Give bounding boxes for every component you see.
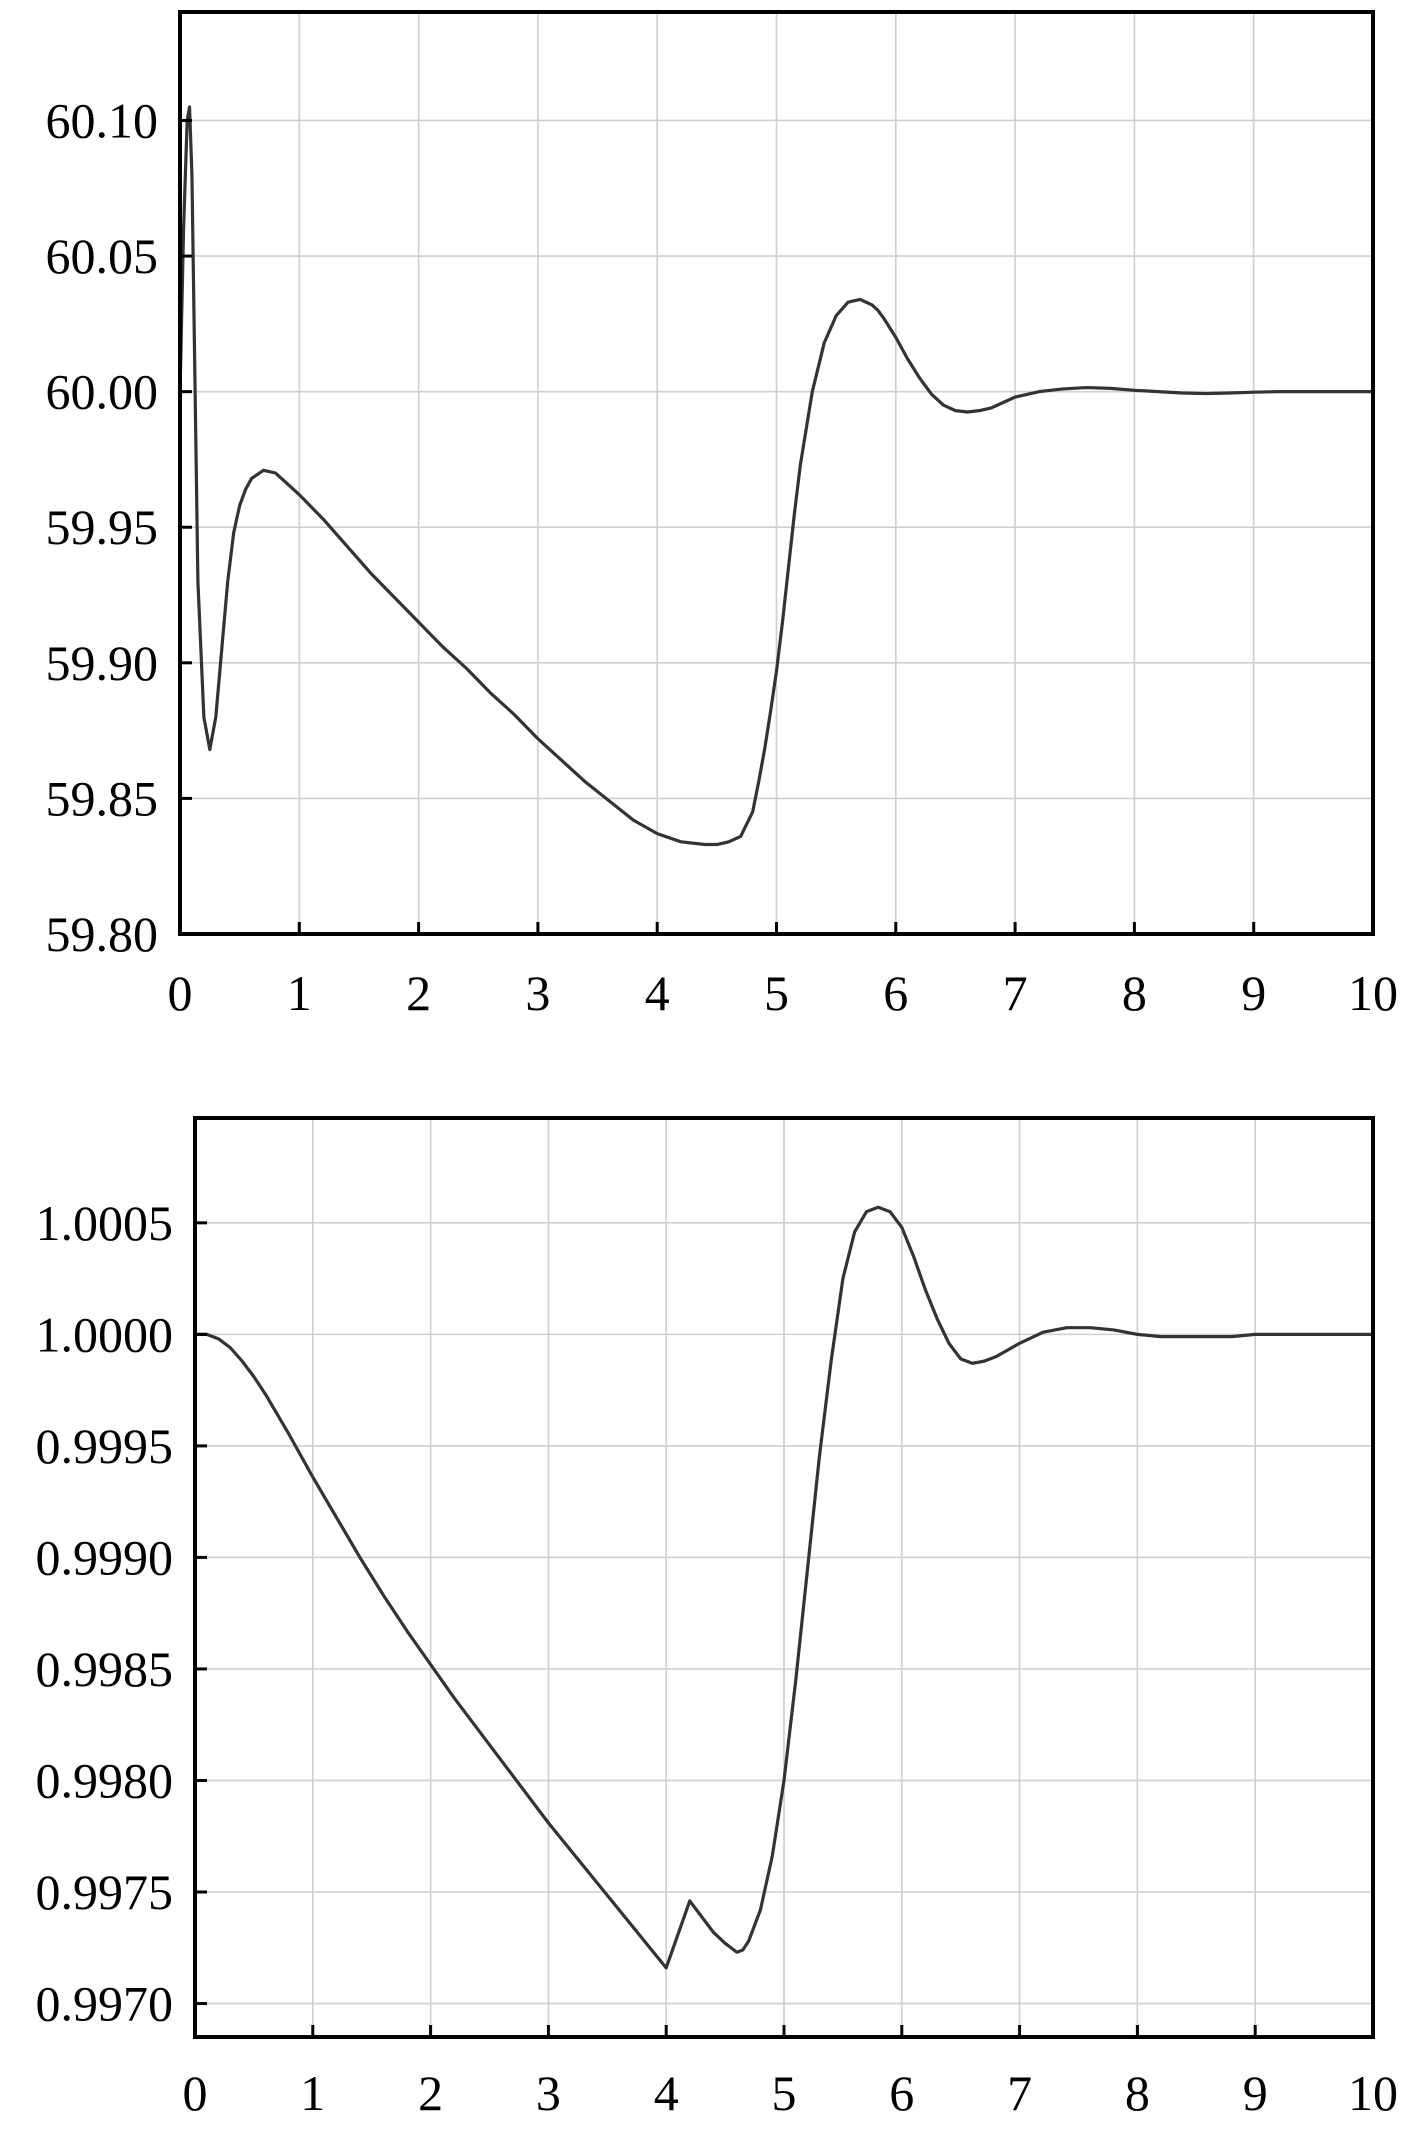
x-tick-label: 3 (536, 2065, 561, 2121)
x-tick-label: 5 (764, 965, 789, 1021)
x-tick-label: 9 (1243, 2065, 1268, 2121)
x-tick-label: 7 (1007, 2065, 1032, 2121)
x-tick-label: 0 (183, 2065, 208, 2121)
x-tick-label: 5 (772, 2065, 797, 2121)
x-tick-label: 3 (525, 965, 550, 1021)
y-tick-label: 0.9990 (36, 1529, 174, 1585)
y-tick-label: 0.9975 (36, 1864, 174, 1920)
x-tick-label: 6 (889, 2065, 914, 2121)
y-tick-label: 60.10 (46, 92, 159, 148)
x-tick-label: 10 (1348, 965, 1398, 1021)
frequency-chart: 0 1 2 3 4 5 6 7 8 9 10 59.80 59.85 59.90 59.95 60.00 60.… (46, 10, 1398, 1021)
y-tick-label: 1.0000 (36, 1306, 174, 1362)
x-tick-label: 2 (406, 965, 431, 1021)
series-line (193, 1205, 1375, 1970)
y-tick-label: 0.9980 (36, 1752, 174, 1808)
series-line (178, 105, 1375, 847)
y-tick-label: 59.90 (46, 635, 159, 691)
x-tick-label: 8 (1125, 2065, 1150, 2121)
y-tick-label: 0.9970 (36, 1976, 174, 2032)
x-tick-label: 8 (1122, 965, 1147, 1021)
y-tick-label: 59.85 (46, 770, 159, 826)
x-tick-label: 10 (1348, 2065, 1398, 2121)
x-tick-label: 4 (654, 2065, 679, 2121)
x-tick-label: 7 (1003, 965, 1028, 1021)
y-tick-label: 60.05 (46, 228, 159, 284)
x-tick-label: 4 (645, 965, 670, 1021)
y-tick-label: 1.0005 (36, 1195, 174, 1251)
y-tick-label: 0.9985 (36, 1641, 174, 1697)
y-tick-label: 59.80 (46, 906, 159, 962)
y-tick-label: 59.95 (46, 499, 159, 555)
x-tick-label: 2 (418, 2065, 443, 2121)
per-unit-speed-chart: 0 1 2 3 4 5 6 7 8 9 10 0.9970 0.9975 0.9980 0.9985 0.99… (36, 1116, 1398, 2121)
x-tick-label: 1 (300, 2065, 325, 2121)
y-tick-label: 0.9995 (36, 1418, 174, 1474)
x-tick-label: 1 (287, 965, 312, 1021)
x-tick-label: 9 (1241, 965, 1266, 1021)
y-tick-label: 60.00 (46, 364, 159, 420)
x-tick-label: 6 (883, 965, 908, 1021)
x-tick-label: 0 (168, 965, 193, 1021)
